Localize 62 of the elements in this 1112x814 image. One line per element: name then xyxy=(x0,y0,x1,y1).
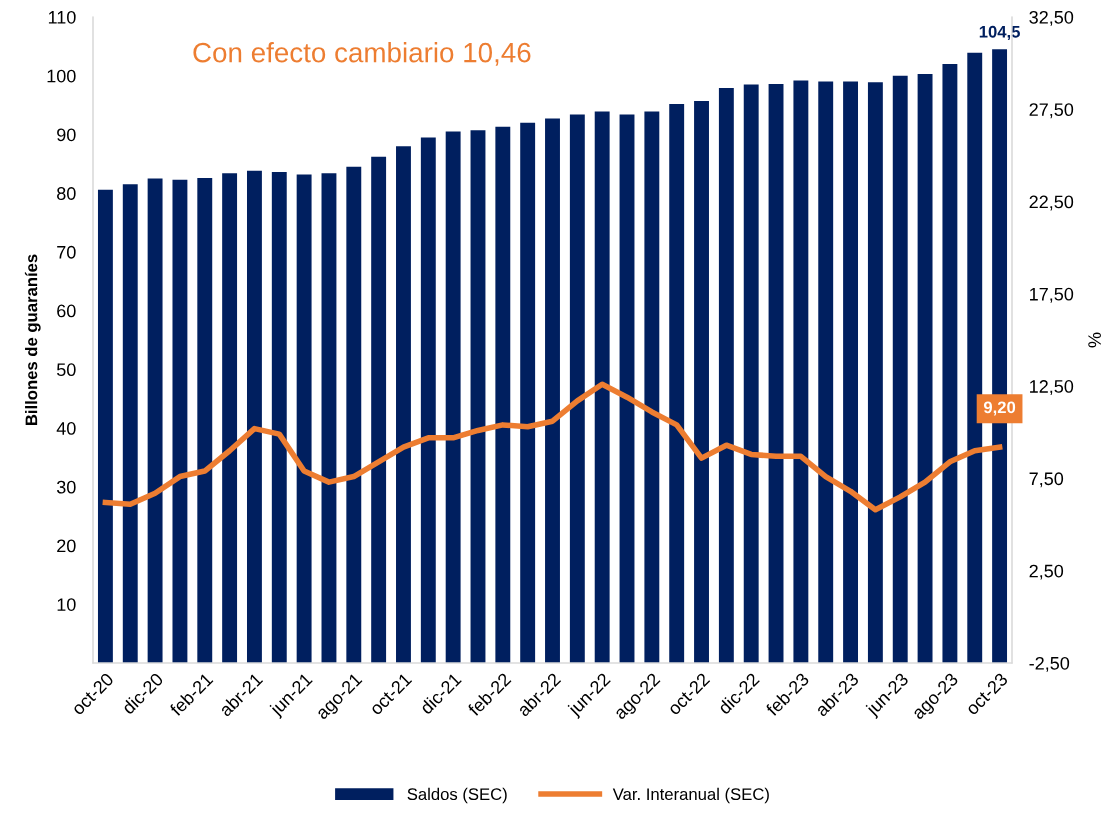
bar xyxy=(843,81,859,663)
bar xyxy=(321,173,337,663)
bar xyxy=(594,111,610,663)
bar xyxy=(718,88,734,663)
y2-tick-label: 17,50 xyxy=(1030,287,1074,303)
bar xyxy=(520,122,536,663)
bar xyxy=(296,174,312,663)
bar xyxy=(346,166,362,663)
y-tick-label: 50 xyxy=(56,363,76,377)
bar xyxy=(197,177,213,663)
annotation: Con efecto cambiario 10,46 xyxy=(193,42,531,66)
bar xyxy=(396,146,411,663)
bar xyxy=(917,73,933,663)
bar xyxy=(768,83,784,663)
bar xyxy=(942,63,958,663)
y-tick-label: 20 xyxy=(57,539,76,553)
y2-axis-title: % xyxy=(1088,332,1101,348)
bar xyxy=(694,100,709,663)
bar xyxy=(172,179,188,663)
bar xyxy=(669,103,685,663)
y-tick-label: 40 xyxy=(56,422,76,435)
y-tick-label: 10 xyxy=(57,598,76,611)
y2-tick-label: 7,50 xyxy=(1029,472,1064,488)
bar xyxy=(793,80,809,663)
y2-tick-label: -2,50 xyxy=(1029,656,1070,672)
bar xyxy=(445,131,461,663)
bar xyxy=(222,173,238,663)
bar xyxy=(619,114,635,663)
bar xyxy=(743,84,759,663)
y2-tick-label: 12,50 xyxy=(1030,380,1074,395)
bar xyxy=(545,118,560,663)
y-axis-title: Billones de guaraníes xyxy=(24,254,41,426)
bar xyxy=(246,170,262,663)
bar xyxy=(967,52,983,663)
y-tick-label: 70 xyxy=(57,245,76,259)
y-tick-label: 80 xyxy=(57,187,76,200)
bar xyxy=(97,189,113,663)
bar xyxy=(867,82,883,663)
bar xyxy=(495,126,511,663)
bar xyxy=(371,156,387,663)
bar xyxy=(122,184,138,663)
data-label: 104,5 xyxy=(979,25,1020,41)
y-tick-label: 30 xyxy=(56,480,76,494)
bar xyxy=(271,172,287,663)
data-label: 9,20 xyxy=(983,401,1016,416)
y-tick-label: 100 xyxy=(47,69,76,83)
y2-tick-label: 27,50 xyxy=(1029,103,1074,119)
bar xyxy=(470,130,486,663)
bar xyxy=(420,137,436,663)
bar xyxy=(644,111,660,663)
legend-label: Var. Interanual (SEC) xyxy=(612,787,769,804)
y-tick-label: 110 xyxy=(48,10,76,24)
legend-label: Saldos (SEC) xyxy=(407,787,507,804)
y2-tick-label: 2,50 xyxy=(1029,564,1064,580)
bar xyxy=(818,81,834,663)
bar xyxy=(147,178,163,663)
bar xyxy=(569,114,585,663)
y-tick-label: 60 xyxy=(57,304,76,318)
bar xyxy=(892,75,908,663)
y-tick-label: 90 xyxy=(57,128,76,142)
y2-tick-label: 32,50 xyxy=(1029,10,1074,26)
y2-tick-label: 22,50 xyxy=(1029,195,1074,211)
